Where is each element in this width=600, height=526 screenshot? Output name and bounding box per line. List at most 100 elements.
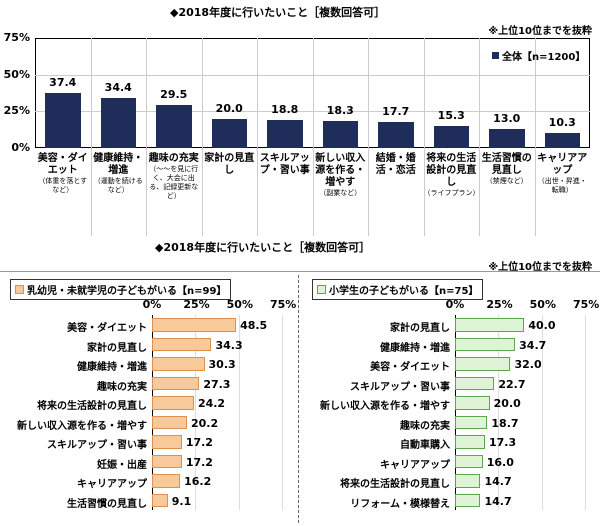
category-note: （運動を続けるなど） <box>93 177 143 194</box>
category-label: 新しい収入源を作る・増やす （副業など） <box>313 153 369 198</box>
category-name: 結婚・婚活・恋活 <box>375 153 416 176</box>
bar <box>45 93 81 148</box>
data-label: 37.4 <box>49 76 77 90</box>
data-label: 20.0 <box>493 397 521 410</box>
data-label: 18.3 <box>326 104 354 118</box>
category-label: 結婚・婚活・恋活 <box>368 153 424 177</box>
x-tick-label: 0% <box>445 298 465 311</box>
bar <box>152 493 168 507</box>
category-label: 美容・ダイエット <box>370 362 450 373</box>
panel-divider <box>298 275 299 523</box>
data-label: 34.3 <box>215 338 243 352</box>
legend-swatch <box>492 52 499 59</box>
y-tick-label: 0% <box>11 141 30 154</box>
category-separator <box>257 38 258 236</box>
legend-label: 全体【n=1200】 <box>502 52 586 63</box>
category-label: キャリアアップ <box>380 459 450 471</box>
data-label: 48.5 <box>240 319 268 332</box>
data-label: 24.2 <box>197 397 226 410</box>
y-tick-label: 50% <box>3 67 30 81</box>
category-separator <box>201 38 203 236</box>
x-tick-label: 25% <box>486 298 513 311</box>
bar <box>152 318 237 332</box>
axis-line <box>152 315 153 510</box>
category-note: （体重を落とすなど） <box>38 177 88 194</box>
category-label: 家計の見直し <box>390 323 450 334</box>
category-separator <box>534 38 536 236</box>
data-label: 17.3 <box>488 436 517 449</box>
category-label: 健康維持・増進 <box>77 362 147 373</box>
category-label: 趣味の充実 <box>400 420 450 432</box>
data-label: 30.3 <box>208 358 236 371</box>
category-name: 美容・ダイエット <box>37 153 88 176</box>
legend-label: 小学生の子どもがいる【n=75】 <box>329 286 479 297</box>
data-label: 34.7 <box>519 338 547 352</box>
data-label: 32.0 <box>514 358 542 371</box>
category-separator <box>423 38 425 236</box>
bar <box>100 97 136 148</box>
bar <box>455 474 481 488</box>
legend-swatch <box>15 285 24 294</box>
category-label: 将来の生活設計の見直し <box>340 479 450 490</box>
category-note: （～～を見に行く、大会に出る、記録更新など） <box>149 165 199 200</box>
category-label: 美容・ダイエット <box>67 323 147 334</box>
x-tick-label: 75% <box>573 298 600 311</box>
divider <box>0 271 600 272</box>
bar <box>152 376 200 390</box>
data-label: 17.7 <box>382 105 410 119</box>
bar <box>455 396 490 410</box>
bar <box>455 493 481 507</box>
bar <box>455 337 516 351</box>
category-label: 美容・ダイエット （体重を落とすなど） <box>35 153 91 195</box>
category-label: 健康維持・増進 <box>380 342 450 354</box>
bottom-note: ※上位10位までを抜粋 <box>488 262 592 273</box>
category-label: 自動車購入 <box>400 440 450 451</box>
category-label: キャリアアップ <box>77 479 147 490</box>
gridline <box>238 315 240 510</box>
category-name: スキルアップ・習い事 <box>259 153 310 176</box>
data-label: 16.2 <box>184 475 212 488</box>
bar <box>455 415 488 429</box>
bar <box>152 357 205 371</box>
category-label: 将来の生活設計の見直し <box>37 401 147 412</box>
bar <box>489 128 525 148</box>
category-note: （ライフプラン） <box>423 189 480 197</box>
gridline <box>541 315 543 510</box>
category-name: 健康維持・増進 <box>93 153 144 176</box>
data-label: 17.2 <box>185 436 213 449</box>
category-label: スキルアップ・習い事 <box>257 153 313 177</box>
category-label: 生活習慣の見直し （禁煙など） <box>479 153 535 186</box>
category-name: キャリアアップ <box>537 153 588 176</box>
data-label: 10.3 <box>548 115 576 129</box>
top-title: ◆2018年度に行いたいこと［複数回答可］ <box>170 6 386 19</box>
data-label: 20.2 <box>191 416 219 430</box>
bar <box>544 132 580 148</box>
data-label: 20.0 <box>215 101 243 115</box>
category-label: 健康維持・増進 （運動を続けるなど） <box>91 153 147 195</box>
bottom-title: ◆2018年度に行いたいこと［複数回答可］ <box>155 241 371 254</box>
bar <box>267 120 303 148</box>
category-note: （副業など） <box>319 189 362 197</box>
data-label: 34.4 <box>104 80 132 94</box>
legend-swatch <box>317 285 326 294</box>
category-name: 家計の見直し <box>204 153 255 176</box>
bar <box>156 104 192 148</box>
bar <box>455 454 483 468</box>
category-note: （禁煙など） <box>485 177 528 185</box>
category-separator <box>90 38 92 236</box>
data-label: 18.8 <box>271 103 299 117</box>
category-label: 新しい収入源を作る・増やす <box>320 401 450 412</box>
category-label: 新しい収入源を作る・増やす <box>17 420 147 432</box>
category-label: 妊娠・出産 <box>97 459 147 471</box>
category-label: 将来の生活設計の見直し （ライフプラン） <box>424 153 480 198</box>
category-label: リフォーム・模様替え <box>350 498 450 510</box>
category-separator <box>146 38 147 236</box>
data-label: 40.0 <box>528 319 556 332</box>
y-tick-label: 75% <box>3 31 30 44</box>
category-separator <box>479 38 480 236</box>
top-note: ※上位10位までを抜粋 <box>488 26 592 37</box>
bar <box>152 454 182 468</box>
data-label: 13.0 <box>493 111 521 125</box>
data-label: 27.3 <box>203 377 231 391</box>
category-label: 家計の見直し <box>202 153 258 177</box>
